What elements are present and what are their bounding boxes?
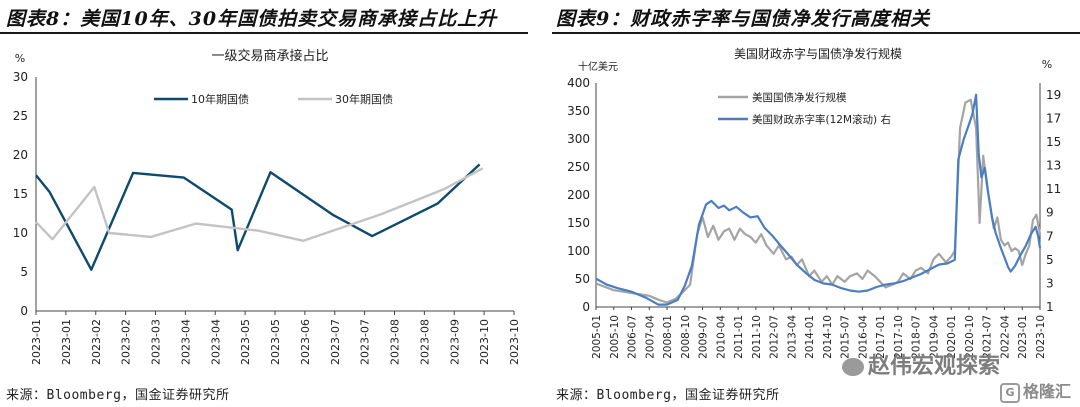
right-right-tick-label: 7: [1046, 229, 1054, 243]
right-legend-label-2: 美国财政赤字率(12M滚动) 右: [752, 113, 891, 126]
left-x-tick-label: 2023-05: [239, 319, 252, 365]
right-right-unit-label: %: [1042, 58, 1052, 71]
right-right-tick-label: 15: [1046, 135, 1061, 149]
left-title-rule: [0, 32, 528, 34]
left-x-tick-label: 2023-07: [329, 319, 342, 365]
left-x-tick-label: 2023-01: [60, 319, 73, 365]
right-right-tick-label: 9: [1046, 206, 1054, 220]
right-x-tick-label: 2011-01: [733, 315, 745, 359]
right-right-tick-label: 5: [1046, 253, 1054, 267]
right-x-tick-label: 2020-01: [946, 315, 958, 359]
left-x-tick-label: 2023-07: [359, 319, 372, 365]
right-right-tick-label: 1: [1046, 300, 1054, 314]
right-x-tick-label: 2015-07: [840, 315, 852, 359]
left-x-tick-label: 2023-05: [269, 319, 282, 365]
left-series-line-1: [35, 163, 481, 271]
right-left-tick-label: 200: [567, 188, 590, 202]
right-left-tick-label: 0: [582, 300, 590, 314]
left-y-tick-label: 30: [13, 70, 28, 84]
right-right-tick-label: 17: [1046, 111, 1061, 125]
right-left-tick-label: 250: [567, 160, 590, 174]
left-x-tick-label: 2023-02: [90, 319, 103, 365]
left-x-tick-label: 2023-04: [179, 319, 192, 365]
right-right-tick-label: 11: [1046, 182, 1061, 196]
right-x-tick-label: 2008-01: [662, 315, 674, 359]
right-x-tick-label: 2020-10: [964, 315, 976, 359]
left-x-tick-label: 2023-10: [478, 319, 491, 365]
wechat-watermark: 赵伟宏观探索: [842, 348, 1000, 380]
left-chart-title: 一级交易商承接占比: [211, 48, 328, 64]
right-x-tick-label: 2005-10: [609, 315, 621, 359]
right-right-tick-label: 19: [1046, 88, 1061, 102]
left-y-tick-label: 10: [13, 226, 28, 240]
left-x-tick-label: 2023-08: [418, 319, 431, 365]
left-series-line-2: [35, 167, 484, 242]
wechat-icon: [842, 358, 864, 376]
right-x-tick-label: 2016-04: [857, 315, 869, 359]
left-source-note: 来源：Bloomberg，国金证券研究所: [6, 388, 230, 403]
right-x-tick-label: 2006-07: [627, 315, 639, 359]
left-legend-label-2: 30年期国债: [335, 92, 393, 106]
right-title-rule: [552, 32, 1080, 34]
right-x-tick-label: 2022-04: [999, 315, 1011, 359]
right-x-tick-label: 2017-01: [875, 315, 887, 359]
left-x-tick-label: 2023-02: [120, 319, 133, 365]
right-right-tick-label: 3: [1046, 276, 1054, 290]
right-x-tick-label: 2018-07: [911, 315, 923, 359]
left-x-tick-label: 2023-08: [389, 319, 402, 365]
gelonghui-watermark-text: 格隆汇: [1023, 382, 1072, 401]
left-x-tick-label: 2023-04: [209, 319, 222, 365]
right-legend-label-1: 美国国债净发行规模: [752, 91, 847, 104]
right-left-tick-label: 50: [575, 272, 590, 286]
right-x-tick-label: 2007-04: [644, 315, 656, 359]
right-series-line-1: [595, 98, 1042, 304]
right-series-line-2: [595, 93, 1042, 306]
right-x-tick-label: 2010-04: [715, 315, 727, 359]
wechat-watermark-text: 赵伟宏观探索: [868, 354, 1001, 379]
left-y-tick-label: 15: [13, 187, 28, 201]
right-x-tick-label: 2014-01: [804, 315, 816, 359]
right-x-tick-label: 2014-10: [822, 315, 834, 359]
left-figure-title: 图表8：美国10年、30年国债拍卖交易商承接占比上升: [6, 8, 498, 30]
gelonghui-logo-icon: G: [1000, 382, 1020, 403]
right-left-tick-label: 400: [567, 76, 590, 90]
right-x-tick-label: 2021-07: [982, 315, 994, 359]
right-left-tick-label: 150: [567, 216, 590, 230]
left-x-tick-label: 2023-10: [508, 319, 521, 365]
left-legend-label-1: 10年期国债: [191, 92, 249, 106]
right-x-tick-label: 2017-10: [893, 315, 905, 359]
right-x-tick-label: 2011-10: [751, 315, 763, 359]
right-x-tick-label: 2023-01: [1017, 315, 1029, 359]
left-x-tick-label: 2023-09: [448, 319, 461, 365]
right-left-tick-label: 100: [567, 244, 590, 258]
right-left-tick-label: 300: [567, 132, 590, 146]
right-chart-title: 美国财政赤字与国债净发行规模: [734, 46, 902, 61]
gelonghui-watermark: G 格隆汇: [1000, 378, 1071, 403]
right-x-tick-label: 2005-01: [591, 315, 603, 359]
left-x-tick-label: 2023-03: [150, 319, 163, 365]
right-source-note: 来源：Bloomberg，国金证券研究所: [556, 388, 780, 403]
right-x-tick-label: 2023-10: [1035, 315, 1047, 359]
right-x-tick-label: 2019-04: [928, 315, 940, 359]
left-y-tick-label: 0: [20, 304, 28, 318]
right-right-tick-label: 13: [1046, 159, 1061, 173]
right-figure-title: 图表9：财政赤字率与国债净发行高度相关: [556, 8, 931, 30]
right-x-tick-label: 2013-04: [786, 315, 798, 359]
left-y-tick-label: 25: [13, 109, 28, 123]
right-x-tick-label: 2012-07: [769, 315, 781, 359]
right-x-tick-label: 2009-07: [698, 315, 710, 359]
left-y-unit-label: %: [15, 52, 25, 65]
left-x-tick-label: 2023-06: [299, 319, 312, 365]
right-left-tick-label: 350: [567, 104, 590, 118]
left-y-tick-label: 20: [13, 148, 28, 162]
left-x-tick-label: 2023-01: [30, 319, 43, 365]
dealer-takeup-chart: 一级交易商承接占比% 0 5 10 15 20 25 30 2023-01 2023-01 2023…: [13, 48, 521, 365]
left-y-tick-label: 5: [20, 265, 28, 279]
right-x-tick-label: 2008-10: [680, 315, 692, 359]
right-left-unit-label: 十亿美元: [578, 60, 618, 73]
